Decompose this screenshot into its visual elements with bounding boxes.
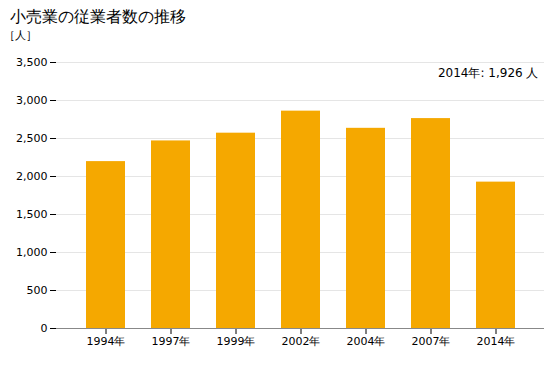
svg-text:2007年: 2007年 xyxy=(412,335,451,348)
svg-text:1999年: 1999年 xyxy=(217,335,256,348)
svg-text:1,000: 1,000 xyxy=(16,246,48,259)
svg-text:2014年: 1,926 人: 2014年: 1,926 人 xyxy=(438,66,539,80)
svg-text:0: 0 xyxy=(41,322,48,335)
svg-text:2,000: 2,000 xyxy=(16,170,48,183)
svg-text:2,500: 2,500 xyxy=(16,132,48,145)
svg-text:3,000: 3,000 xyxy=(16,94,48,107)
svg-text:500: 500 xyxy=(27,284,48,297)
svg-text:2014年: 2014年 xyxy=(477,335,516,348)
svg-text:1994年: 1994年 xyxy=(87,335,126,348)
svg-text:［人］: ［人］ xyxy=(4,29,37,42)
html-text:小売業の従業者数の推移: 小売業の従業者数の推移 xyxy=(10,7,186,26)
svg-text:2004年: 2004年 xyxy=(347,335,386,348)
svg-text:2002年: 2002年 xyxy=(282,335,321,348)
svg-text:3,500: 3,500 xyxy=(16,56,48,69)
svg-text:1,500: 1,500 xyxy=(16,208,48,221)
svg-text:1997年: 1997年 xyxy=(152,335,191,348)
